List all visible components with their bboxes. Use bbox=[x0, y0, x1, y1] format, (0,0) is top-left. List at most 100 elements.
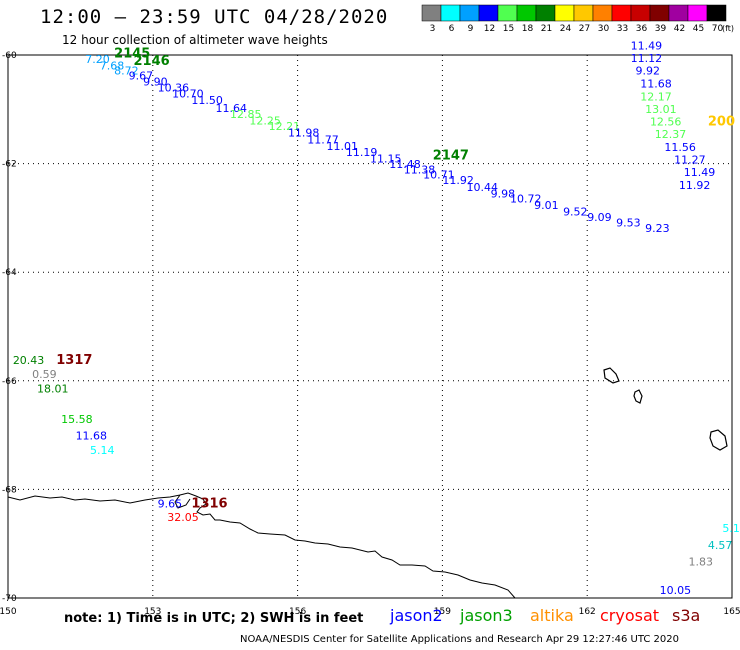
longitude-tick-label: 153 bbox=[144, 607, 161, 617]
legend-tick-label: 39 bbox=[655, 24, 667, 34]
wave-height-value: 11.01 bbox=[327, 140, 359, 153]
wave-height-value: 12.17 bbox=[640, 91, 672, 104]
pass-time-label: 2147 bbox=[433, 148, 469, 163]
legend-tick-label: 70 bbox=[712, 24, 724, 34]
island-2 bbox=[633, 389, 643, 404]
mission-label-jason3: jason3 bbox=[460, 606, 513, 625]
wave-height-value: 10.05 bbox=[660, 584, 692, 597]
latitude-tick-label: -66 bbox=[2, 377, 17, 387]
mission-label-altika: altika bbox=[530, 606, 574, 625]
legend-swatch bbox=[649, 4, 670, 22]
legend-tick-label: 24 bbox=[560, 24, 572, 34]
legend-swatch bbox=[535, 4, 556, 22]
wave-height-value: 5.1 bbox=[722, 522, 740, 535]
wave-height-value: 10.44 bbox=[467, 181, 499, 194]
wave-height-value: 11.68 bbox=[640, 78, 672, 91]
wave-height-value: 11.92 bbox=[679, 179, 711, 192]
wave-height-value: 9.98 bbox=[491, 187, 515, 200]
pass-time-label: 2145 bbox=[114, 47, 150, 62]
legend-tick-label: 45 bbox=[693, 24, 704, 34]
credit-line: NOAA/NESDIS Center for Satellite Applica… bbox=[240, 634, 679, 645]
wave-height-value: 9.09 bbox=[587, 211, 612, 224]
legend-swatch bbox=[592, 4, 613, 22]
pass-time-label: 1316 bbox=[191, 496, 227, 511]
wave-height-value: 12.37 bbox=[655, 128, 687, 141]
legend-swatch bbox=[421, 4, 442, 22]
legend-tick-label: 9 bbox=[468, 24, 474, 34]
wave-height-value: 9.90 bbox=[143, 75, 168, 88]
wave-height-value: 11.68 bbox=[76, 429, 108, 442]
legend-tick-label: 15 bbox=[503, 24, 514, 34]
wave-height-value: 12.85 bbox=[230, 108, 262, 121]
wave-height-value: 11.48 bbox=[389, 158, 421, 171]
pass-time-label: 2146 bbox=[133, 54, 169, 69]
longitude-tick-label: 150 bbox=[0, 607, 17, 617]
wave-height-value: 9.67 bbox=[129, 69, 154, 82]
wave-height-value: 8.72 bbox=[114, 65, 139, 78]
latitude-tick-label: -70 bbox=[2, 594, 17, 604]
wave-height-value: 11.49 bbox=[684, 166, 716, 179]
wave-height-value: 13.01 bbox=[645, 103, 677, 116]
legend-tick-label: 21 bbox=[541, 24, 552, 34]
legend-swatch bbox=[687, 4, 708, 22]
legend-tick-label: 33 bbox=[617, 24, 628, 34]
legend-swatch bbox=[516, 4, 537, 22]
page-title: 12:00 – 23:59 UTC 04/28/2020 bbox=[40, 6, 389, 28]
legend-tick-label: 6 bbox=[449, 24, 455, 34]
wave-height-value: 9.52 bbox=[563, 206, 588, 219]
wave-height-value: 9.65 bbox=[158, 497, 183, 510]
longitude-tick-label: 162 bbox=[579, 607, 596, 617]
wave-height-value: 5.14 bbox=[90, 444, 115, 457]
latitude-tick-label: -62 bbox=[2, 160, 17, 170]
wave-height-value: 20.43 bbox=[13, 354, 45, 367]
legend-swatch bbox=[459, 4, 480, 22]
wave-height-value: 1.83 bbox=[689, 555, 714, 568]
legend-tick-label: 36 bbox=[636, 24, 648, 34]
wave-height-value: 9.53 bbox=[616, 217, 641, 230]
latitude-tick-label: -64 bbox=[2, 268, 17, 278]
wave-height-value: 11.49 bbox=[631, 40, 663, 53]
wave-height-value: 9.23 bbox=[645, 222, 670, 235]
legend-tick-label: 12 bbox=[484, 24, 495, 34]
wave-height-value: 11.56 bbox=[664, 141, 696, 154]
wave-height-value: 9.92 bbox=[635, 65, 660, 78]
lat-lon-grid: 150 153 156 159 162 165 -60 -62 -64 -66 -68 -70 bbox=[0, 51, 740, 617]
wave-height-value: 11.19 bbox=[346, 146, 378, 159]
legend-swatch bbox=[440, 4, 461, 22]
color-legend: 3 6 9 12 15 18 21 24 27 30 33 36 39 42 45 70(ft) bbox=[421, 4, 734, 34]
pass-time-label: 200 bbox=[708, 115, 735, 130]
legend-tick-label: 18 bbox=[522, 24, 534, 34]
island-1 bbox=[603, 367, 620, 384]
legend-swatch bbox=[478, 4, 499, 22]
legend-swatch bbox=[611, 4, 632, 22]
wave-height-value: 11.64 bbox=[216, 102, 248, 115]
legend-swatch bbox=[573, 4, 594, 22]
wave-height-value: 10.36 bbox=[158, 81, 190, 94]
legend-swatch bbox=[668, 4, 689, 22]
units-note: note: 1) Time is in UTC; 2) SWH is in fe… bbox=[64, 611, 364, 626]
coastline bbox=[7, 367, 728, 599]
wave-height-value: 4.57 bbox=[708, 539, 733, 552]
legend-swatch bbox=[706, 4, 727, 22]
wave-height-value: 12.21 bbox=[269, 120, 301, 133]
wave-height-value: 11.15 bbox=[370, 153, 402, 166]
legend-swatch bbox=[554, 4, 575, 22]
longitude-tick-label: 156 bbox=[289, 607, 306, 617]
legend-tick-label: 27 bbox=[579, 24, 590, 34]
wave-height-value: 11.92 bbox=[442, 174, 474, 187]
wave-height-value: 12.25 bbox=[249, 115, 280, 128]
legend-swatch bbox=[497, 4, 518, 22]
mission-label-jason2: jason2 bbox=[390, 606, 443, 625]
wave-height-readings: 7.207.688.729.679.9010.3610.7011.5011.64… bbox=[13, 40, 740, 598]
wave-height-value: 18.01 bbox=[37, 383, 69, 396]
legend-tick-label: 42 bbox=[674, 24, 685, 34]
wave-height-value: 11.38 bbox=[404, 163, 436, 176]
coast-inlet bbox=[174, 494, 191, 509]
wave-height-value: 11.50 bbox=[191, 94, 223, 107]
wave-height-value: 10.72 bbox=[510, 193, 542, 206]
island-3 bbox=[709, 429, 728, 451]
wave-height-value: 10.70 bbox=[172, 87, 204, 100]
longitude-tick-label: 159 bbox=[434, 607, 451, 617]
